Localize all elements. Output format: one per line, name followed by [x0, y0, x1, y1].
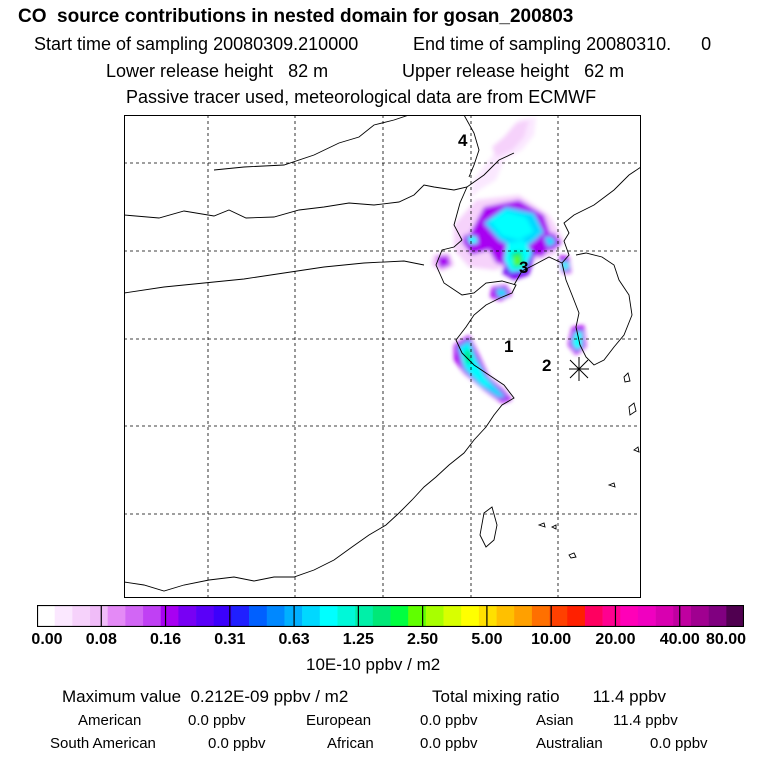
colorbar-tick-label: 40.00 — [659, 631, 700, 648]
contribution-region-asian: Asian — [536, 712, 574, 729]
colorbar-cell — [673, 605, 692, 627]
map-label-3: 3 — [519, 258, 528, 277]
colorbar-tick-label: 0.00 — [31, 631, 63, 648]
colorbar-cell — [567, 605, 586, 627]
colorbar-cell — [584, 605, 603, 627]
chart-title: CO source contributions in nested domain… — [18, 6, 574, 27]
colorbar-tick-label: 5.00 — [471, 631, 503, 648]
colorbar-cell — [637, 605, 656, 627]
colorbar-cell — [602, 605, 621, 627]
colorbar-cell — [708, 605, 727, 627]
grid-lines — [124, 115, 641, 598]
colorbar-cell — [408, 605, 427, 627]
contribution-region-american: American — [78, 712, 142, 729]
colorbar-cell — [372, 605, 391, 627]
contribution-value-european: 0.0 ppbv — [420, 712, 478, 729]
colorbar-cell — [178, 605, 197, 627]
colorbar-tick-label: 0.08 — [85, 631, 117, 648]
colorbar-cell — [496, 605, 515, 627]
contribution-value-australian: 0.0 ppbv — [650, 735, 708, 752]
maximum-value-label: Maximum value 0.212E-09 ppbv / m2 — [62, 687, 349, 706]
colorbar-cell — [284, 605, 303, 627]
colorbar-tick-label: 2.50 — [407, 631, 439, 648]
map-frame — [124, 115, 641, 598]
map-label-2: 2 — [542, 356, 551, 375]
colorbar-cell — [620, 605, 639, 627]
coastline — [124, 115, 641, 592]
colorbar-cell — [425, 605, 444, 627]
colorbar-cell — [249, 605, 268, 627]
map-plot: 1 2 3 4 — [124, 115, 641, 598]
colorbar-tick-label: 0.63 — [278, 631, 310, 648]
map-label-1: 1 — [504, 337, 513, 356]
colorbar-cell — [726, 605, 744, 627]
contribution-value-american: 0.0 ppbv — [188, 712, 246, 729]
colorbar-cell — [655, 605, 674, 627]
colorbar-cell — [160, 605, 179, 627]
colorbar-cell — [478, 605, 497, 627]
colorbar-tick-label: 1.25 — [342, 631, 374, 648]
colorbar-cell — [196, 605, 215, 627]
colorbar-cell — [443, 605, 462, 627]
contribution-region-south-american: South American — [50, 735, 156, 752]
colorbar-cell — [266, 605, 285, 627]
end-time-label: End time of sampling 20080310. 0 — [413, 34, 712, 54]
colorbar-tick-label: 10.00 — [531, 631, 572, 648]
total-mixing-ratio-label: Total mixing ratio 11.4 ppbv — [432, 687, 667, 706]
contribution-region-african: African — [327, 735, 374, 752]
start-time-label: Start time of sampling 20080309.210000 — [34, 34, 359, 54]
colorbar-cell — [54, 605, 73, 627]
tracer-note: Passive tracer used, meteorological data… — [126, 87, 597, 107]
colorbar-cell — [337, 605, 356, 627]
contribution-value-south-american: 0.0 ppbv — [208, 735, 266, 752]
colorbar-cell — [37, 605, 55, 627]
colorbar-unit-label: 10E-10 ppbv / m2 — [306, 655, 441, 674]
colorbar-tick-label: 80.00 — [705, 631, 747, 648]
colorbar-tick-label: 0.31 — [214, 631, 246, 648]
concentration-plume — [432, 117, 586, 403]
lower-release-label: Lower release height 82 m — [106, 61, 329, 81]
colorbar — [37, 605, 744, 627]
map-label-4: 4 — [458, 131, 468, 150]
colorbar-tick-label: 20.00 — [595, 631, 636, 648]
colorbar-cell — [461, 605, 480, 627]
contribution-region-australian: Australian — [536, 735, 603, 752]
colorbar-cell — [390, 605, 409, 627]
colorbar-cell — [549, 605, 568, 627]
colorbar-cell — [231, 605, 250, 627]
colorbar-cell — [90, 605, 109, 627]
colorbar-cell — [531, 605, 550, 627]
colorbar-cell — [319, 605, 338, 627]
colorbar-cell — [72, 605, 91, 627]
colorbar-cell — [143, 605, 162, 627]
colorbar-cell — [107, 605, 126, 627]
contribution-value-asian: 11.4 ppbv — [613, 712, 678, 729]
colorbar-tick-label: 0.16 — [149, 631, 182, 648]
contribution-region-european: European — [306, 712, 372, 729]
colorbar-cell — [125, 605, 144, 627]
colorbar-cell — [302, 605, 321, 627]
contribution-value-african: 0.0 ppbv — [420, 735, 478, 752]
colorbar-cell — [514, 605, 533, 627]
colorbar-cell — [690, 605, 709, 627]
colorbar-cell — [213, 605, 232, 627]
receptor-marker-icon — [569, 357, 589, 381]
colorbar-cell — [355, 605, 374, 627]
upper-release-label: Upper release height 62 m — [402, 61, 625, 81]
